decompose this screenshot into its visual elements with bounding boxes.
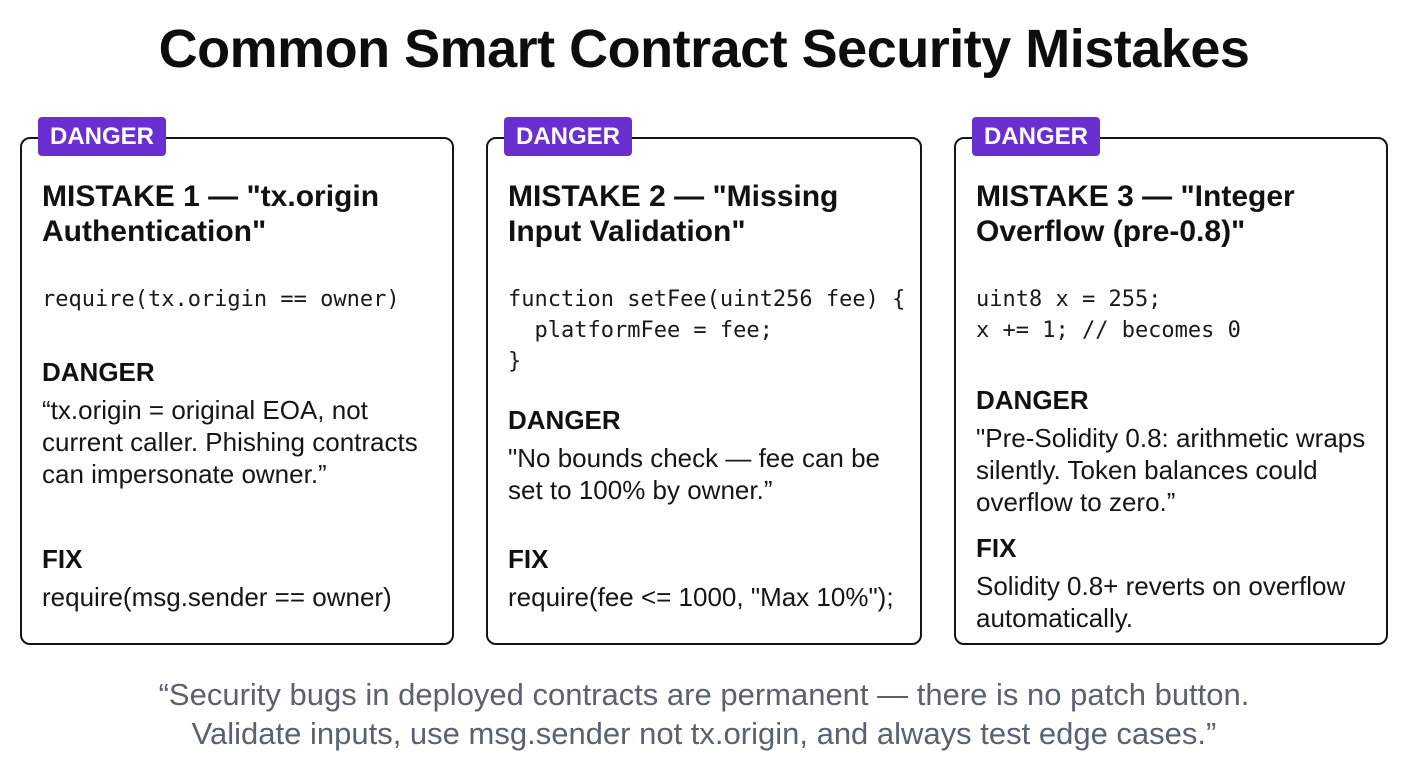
fix-label: FIX bbox=[508, 544, 549, 574]
mistake-title-line-2: Input Validation" bbox=[508, 215, 746, 248]
mistake-title-line-1: MISTAKE 1 — "tx.origin bbox=[42, 180, 380, 213]
quote-line-2: Validate inputs, use msg.sender not tx.o… bbox=[191, 716, 1217, 751]
mistake-title-line-2: Overflow (pre-0.8)" bbox=[976, 215, 1246, 248]
danger-badge: DANGER bbox=[504, 117, 633, 156]
danger-description: "Pre-Solidity 0.8: arithmetic wraps sile… bbox=[976, 423, 1366, 517]
mistake-card-3: DANGER MISTAKE 3 — "Integer Overflow (pr… bbox=[954, 117, 1388, 645]
fix-description: require(fee <= 1000, "Max 10%"); bbox=[508, 582, 894, 612]
mistake-title-line-1: MISTAKE 3 — "Integer bbox=[976, 180, 1295, 213]
mistake-title-line-1: MISTAKE 2 — "Missing bbox=[508, 180, 839, 213]
fix-label: FIX bbox=[976, 533, 1017, 563]
fix-description: Solidity 0.8+ reverts on overflow automa… bbox=[976, 571, 1346, 633]
fix-description: require(msg.sender == owner) bbox=[42, 582, 392, 612]
danger-label: DANGER bbox=[976, 385, 1089, 415]
danger-badge: DANGER bbox=[972, 117, 1101, 156]
code-snippet: uint8 x = 255; x += 1; // becomes 0 bbox=[976, 287, 1241, 343]
mistake-title: MISTAKE 1 — "tx.origin Authentication" bbox=[42, 179, 438, 249]
danger-description: "No bounds check — fee can be set to 100… bbox=[508, 443, 881, 505]
mistake-card-2: DANGER MISTAKE 2 — "Missing Input Valida… bbox=[486, 117, 922, 645]
mistake-title: MISTAKE 3 — "Integer Overflow (pre-0.8)" bbox=[976, 179, 1372, 249]
danger-badge: DANGER bbox=[38, 117, 167, 156]
code-snippet: require(tx.origin == owner) bbox=[42, 287, 400, 312]
mistake-title: MISTAKE 2 — "Missing Input Validation" bbox=[508, 179, 906, 249]
mistake-title-line-2: Authentication" bbox=[42, 215, 267, 248]
danger-description: “tx.origin = original EOA, not current c… bbox=[42, 395, 418, 489]
mistake-card-1: DANGER MISTAKE 1 — "tx.origin Authentica… bbox=[20, 117, 454, 645]
code-snippet: function setFee(uint256 fee) { platformF… bbox=[508, 287, 906, 374]
fix-label: FIX bbox=[42, 544, 83, 574]
danger-label: DANGER bbox=[42, 357, 155, 387]
closing-quote: “Security bugs in deployed contracts are… bbox=[0, 675, 1408, 753]
quote-line-1: “Security bugs in deployed contracts are… bbox=[158, 677, 1250, 712]
page-title: Common Smart Contract Security Mistakes bbox=[158, 19, 1250, 79]
danger-label: DANGER bbox=[508, 405, 621, 435]
